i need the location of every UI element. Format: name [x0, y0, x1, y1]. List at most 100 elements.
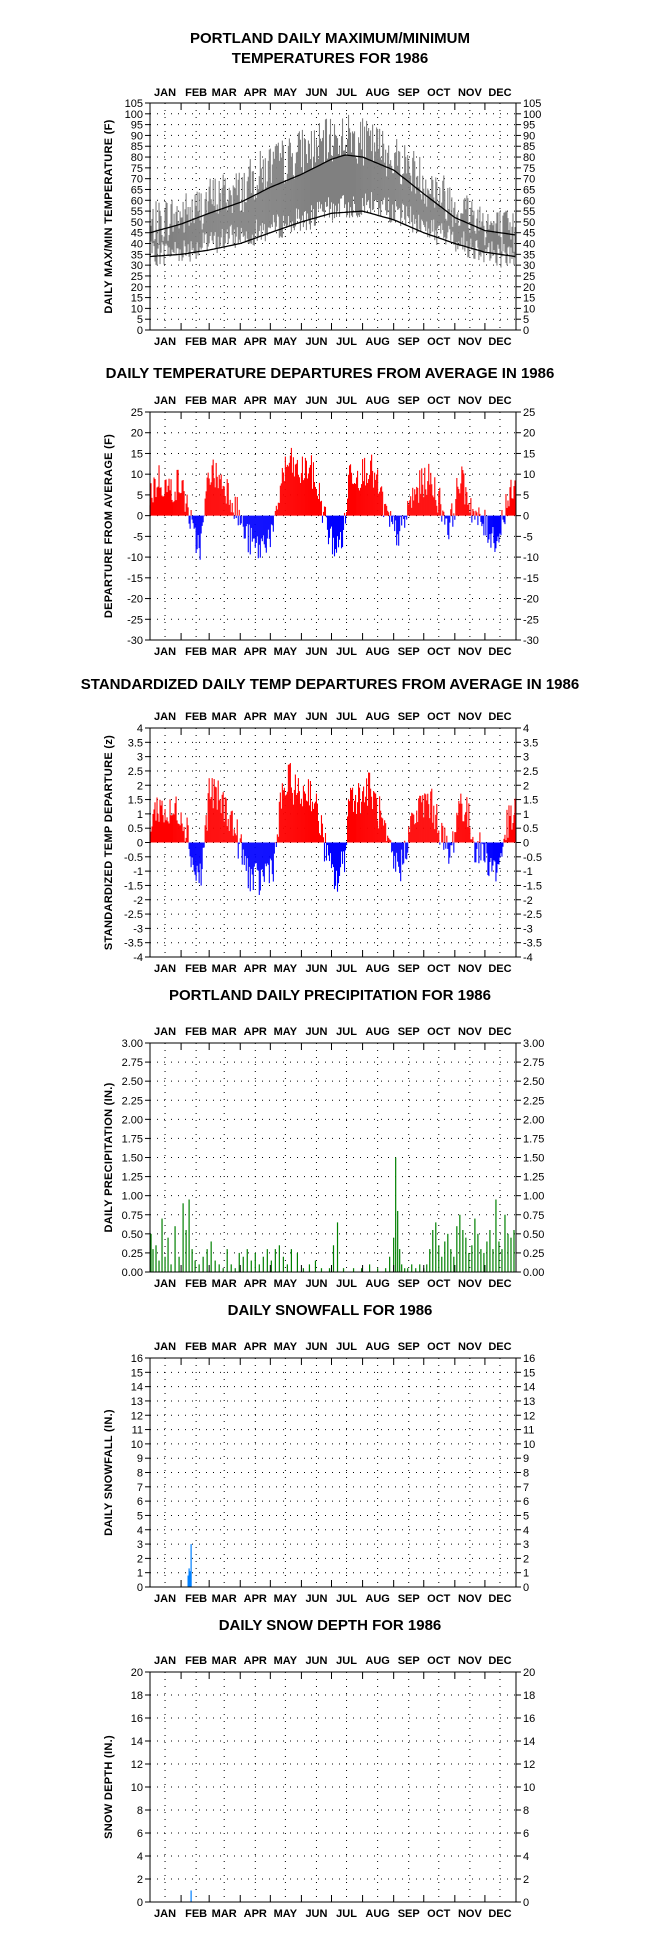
month-label: JUN: [305, 1908, 327, 1920]
y-tick-label: -2: [133, 895, 143, 907]
y-tick-label: 8: [523, 1468, 529, 1480]
chart-title: PORTLAND DAILY PRECIPITATION FOR 1986: [169, 987, 491, 1004]
month-label: MAR: [212, 336, 237, 348]
month-label: AUG: [365, 1908, 389, 1920]
month-label: DEC: [488, 87, 511, 99]
y-tick-label: 0.00: [122, 1267, 143, 1279]
month-label: DEC: [488, 963, 511, 975]
y-tick-label: -10: [523, 552, 539, 564]
month-label: FEB: [185, 1655, 207, 1667]
y-tick-label: 100: [125, 109, 143, 121]
y-tick-label: 1: [137, 1568, 143, 1580]
y-tick-label: 10: [523, 469, 535, 481]
y-tick-label: 2.00: [122, 1114, 143, 1126]
month-label: JAN: [154, 395, 176, 407]
y-tick-label: 2: [523, 1553, 529, 1565]
y-tick-label: 2.50: [523, 1076, 544, 1088]
month-label: MAY: [274, 87, 298, 99]
month-label: OCT: [427, 1026, 451, 1038]
y-tick-label: -25: [127, 614, 143, 626]
month-label: AUG: [365, 646, 389, 658]
y-tick-label: 0: [523, 838, 529, 850]
y-tick-label: 35: [131, 249, 143, 261]
y-tick-label: -4: [133, 952, 143, 964]
y-tick-label: 25: [131, 407, 143, 419]
y-tick-label: 2.00: [523, 1114, 544, 1126]
y-tick-label: -30: [127, 635, 143, 647]
month-label: MAR: [212, 1593, 237, 1605]
y-tick-label: 0: [523, 325, 529, 337]
month-label: MAY: [274, 1593, 298, 1605]
y-tick-label: 6: [523, 1828, 529, 1840]
y-tick-label: 0.25: [122, 1248, 143, 1260]
y-tick-label: 7: [137, 1482, 143, 1494]
y-tick-label: 1: [523, 1568, 529, 1580]
y-tick-label: 2.5: [128, 766, 143, 778]
y-tick-label: 3.00: [523, 1038, 544, 1050]
month-label: AUG: [365, 1341, 389, 1353]
y-tick-label: -3: [523, 923, 533, 935]
y-tick-label: 0.50: [523, 1229, 544, 1241]
y-tick-label: 20: [131, 1667, 143, 1679]
y-tick-label: 20: [131, 282, 143, 294]
y-tick-label: 55: [523, 206, 535, 218]
month-label: MAY: [274, 336, 298, 348]
month-label: MAY: [274, 1908, 298, 1920]
month-label: MAY: [274, 646, 298, 658]
month-label: OCT: [427, 395, 451, 407]
month-label: MAY: [274, 1341, 298, 1353]
y-tick-label: 95: [523, 120, 535, 132]
month-label: OCT: [427, 1655, 451, 1667]
y-tick-label: 55: [131, 206, 143, 218]
y-tick-label: 15: [523, 448, 535, 460]
y-tick-label: -1: [133, 866, 143, 878]
y-tick-label: 0.25: [523, 1248, 544, 1260]
y-tick-label: 0: [523, 1582, 529, 1594]
month-label: MAY: [274, 1278, 298, 1290]
y-tick-label: 70: [523, 174, 535, 186]
normal-low-line: [149, 210, 516, 258]
y-tick-label: 65: [523, 184, 535, 196]
month-label: AUG: [365, 87, 389, 99]
y-tick-label: 85: [523, 141, 535, 153]
chart-departures: DAILY TEMPERATURE DEPARTURES FROM AVERAG…: [103, 365, 554, 658]
y-tick-label: -4: [523, 952, 533, 964]
y-tick-label: 2.25: [523, 1095, 544, 1107]
month-label: JUL: [336, 395, 357, 407]
y-tick-label: 20: [523, 1667, 535, 1679]
y-tick-label: 14: [523, 1382, 535, 1394]
y-tick-label: 0: [523, 511, 529, 523]
month-label: AUG: [365, 711, 389, 723]
y-tick-label: 85: [131, 141, 143, 153]
month-label: APR: [244, 1908, 267, 1920]
month-label: MAR: [212, 1655, 237, 1667]
y-tick-label: 15: [523, 293, 535, 305]
month-label: FEB: [185, 646, 207, 658]
y-axis-label: DAILY MAX/MIN TEMPERATURE (F): [103, 119, 115, 313]
month-label: AUG: [365, 1655, 389, 1667]
month-label: NOV: [458, 336, 483, 348]
month-label: APR: [244, 87, 267, 99]
y-tick-label: 14: [523, 1736, 535, 1748]
y-tick-label: 15: [131, 293, 143, 305]
chart-snowdepth: DAILY SNOW DEPTH FOR 1986 SNOW DEPTH (IN.…: [103, 1617, 535, 1920]
month-label: APR: [244, 646, 267, 658]
y-tick-label: 4: [523, 723, 529, 735]
y-tick-label: 1.5: [128, 795, 143, 807]
y-tick-label: -3.5: [124, 938, 143, 950]
month-label: SEP: [398, 1278, 420, 1290]
month-label: AUG: [365, 1026, 389, 1038]
month-label: DEC: [488, 1278, 511, 1290]
y-tick-label: 35: [523, 249, 535, 261]
y-tick-label: -1: [523, 866, 533, 878]
y-tick-label: 14: [131, 1736, 143, 1748]
y-tick-label: 75: [131, 163, 143, 175]
y-tick-label: 1.5: [523, 795, 538, 807]
y-tick-label: 10: [131, 1782, 143, 1794]
month-label: JAN: [154, 1593, 176, 1605]
y-tick-label: 1.25: [523, 1172, 544, 1184]
y-tick-label: 25: [523, 407, 535, 419]
y-tick-label: 16: [131, 1713, 143, 1725]
y-tick-label: 4: [523, 1525, 529, 1537]
month-label: JUN: [305, 336, 327, 348]
